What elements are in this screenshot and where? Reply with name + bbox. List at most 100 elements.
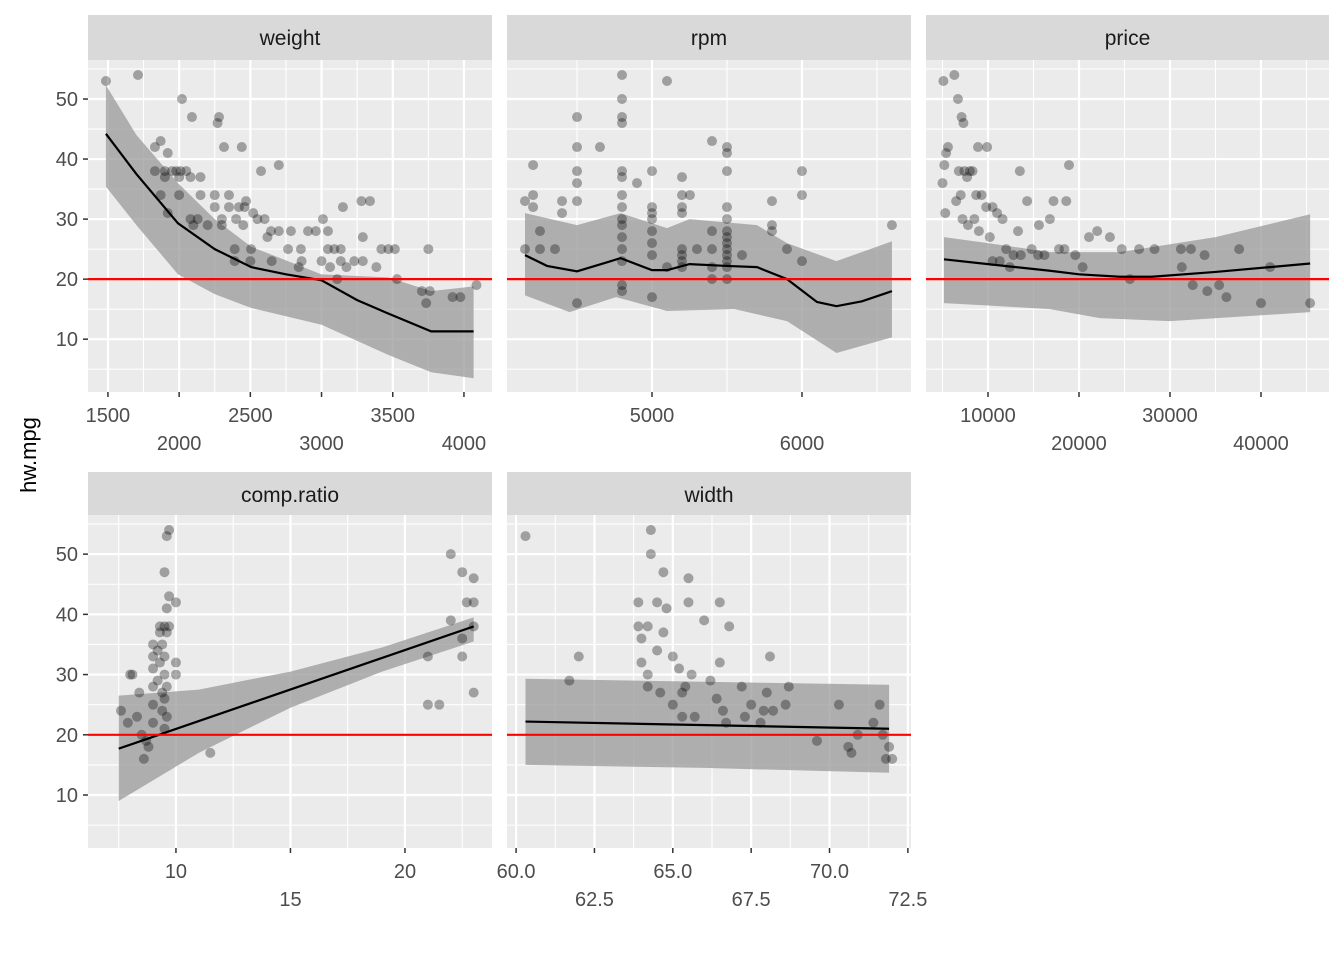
data-point [677,256,688,267]
x-tick-label: 70.0 [810,861,849,883]
data-point [572,166,583,177]
x-tick-label: 67.5 [732,889,771,911]
data-point [259,214,270,225]
data-point [519,244,530,255]
data-point [245,256,256,267]
y-axis-label: hw.mpg [16,417,41,493]
data-point [951,196,962,207]
data-point [667,651,678,662]
data-point [572,196,583,207]
data-point [711,693,722,704]
y-tick-label: 10 [56,785,78,807]
data-point [705,675,716,686]
data-point [549,244,560,255]
x-tick-label: 72.5 [888,889,927,911]
data-point [617,166,628,177]
data-point [1033,220,1044,231]
data-point [1015,250,1026,261]
x-tick-label: 20 [394,861,416,883]
data-point [677,172,688,183]
data-point [642,669,653,680]
data-point [115,705,126,716]
data-point [564,675,575,686]
data-point [349,256,360,267]
data-point [422,651,433,662]
data-point [686,669,697,680]
data-point [717,705,728,716]
data-point [325,262,336,273]
data-point [781,244,792,255]
data-point [445,615,456,626]
data-point [159,567,170,578]
data-point [680,681,691,692]
data-point [423,244,434,255]
data-point [1104,232,1115,243]
data-point [468,573,479,584]
data-point [335,244,346,255]
strip-title: width [683,484,733,507]
data-point [594,142,605,153]
data-point [231,214,242,225]
data-point [1053,244,1064,255]
data-point [617,220,628,231]
data-point [617,112,628,123]
data-point [572,178,583,189]
data-point [303,226,314,237]
data-point [937,178,948,189]
data-point [468,687,479,698]
data-point [229,244,240,255]
data-point [161,711,172,722]
data-point [677,250,688,261]
data-point [236,142,247,153]
data-point [174,172,185,183]
data-point [973,226,984,237]
data-point [796,190,807,201]
data-point [157,705,168,716]
data-point [218,142,229,153]
facet-weight: weight 10 20 30 40 50 1500 2000 2500 3000 3500 4000 [56,15,492,455]
data-point [152,645,163,656]
data-point [811,735,822,746]
data-point [617,286,628,297]
data-point [528,190,539,201]
data-point [161,681,172,692]
data-point [1070,250,1081,261]
data-point [1175,244,1186,255]
data-point [972,142,983,153]
x-tick-label: 20000 [1051,433,1107,455]
data-point [677,687,688,698]
data-point [721,238,732,249]
data-point [721,232,732,243]
data-point [984,232,995,243]
data-point [1084,232,1095,243]
data-point [572,112,583,123]
data-point [884,741,895,752]
data-point [161,627,172,638]
data-point [962,220,973,231]
data-point [959,166,970,177]
strip [507,472,911,515]
data-point [175,166,186,177]
data-point [534,226,545,237]
data-point [416,286,427,297]
data-point [1092,226,1103,237]
data-point [195,190,206,201]
data-point [633,597,644,608]
data-point [159,172,170,183]
data-point [647,226,658,237]
data-point [721,256,732,267]
data-point [148,651,159,662]
data-point [967,166,978,177]
data-point [205,747,216,758]
y-tick-label: 40 [56,149,78,171]
data-point [127,669,138,680]
data-point [337,202,348,213]
data-point [154,621,165,632]
data-point [939,160,950,171]
data-point [159,693,170,704]
data-point [617,214,628,225]
x-tick-label: 6000 [780,433,825,455]
data-point [148,639,159,650]
smooth-line [105,133,474,333]
data-point [1039,250,1050,261]
